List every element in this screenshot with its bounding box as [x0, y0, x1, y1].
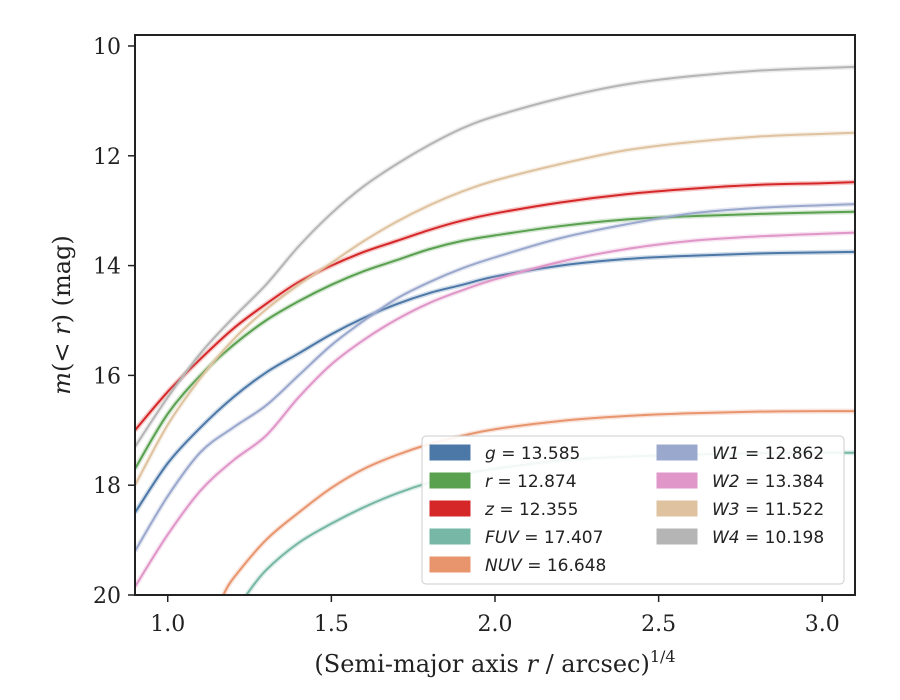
x-axis-label-main: (Semi-major axis [314, 650, 526, 678]
y-axis-label: m(< r) (mag) [48, 235, 76, 395]
legend-items: g = 13.585 r = 12.874 z = 12.355 FUV = 17.4… [429, 444, 824, 576]
x-tick-label: 1.5 [314, 612, 349, 637]
legend-swatch-r [429, 472, 471, 489]
series-line-z [135, 181, 855, 431]
legend-swatch-w2 [656, 472, 698, 489]
legend-swatch-w4 [656, 528, 698, 545]
y-tick-label: 20 [93, 584, 121, 609]
legend: g = 13.585 r = 12.874 z = 12.355 FUV = 17.4… [421, 435, 845, 585]
x-axis-label: (Semi-major axis r / arcsec)1/4 [314, 647, 675, 678]
series-line-r [135, 210, 855, 470]
x-tick-label: 3.0 [805, 612, 840, 637]
x-tick-label: 2.0 [478, 612, 513, 637]
legend-label-w3: W3 = 11.522 [712, 500, 824, 520]
x-axis-label-sup: 1/4 [650, 647, 676, 666]
y-axis-label-r: r [48, 322, 76, 335]
y-tick-label: 18 [93, 474, 121, 499]
legend-swatch-g [429, 444, 471, 461]
legend-label-w1: W1 = 12.862 [712, 444, 824, 464]
y-tick-label: 16 [93, 364, 121, 389]
x-tick-label: 2.5 [641, 612, 676, 637]
series-line-w3 [135, 131, 855, 486]
y-axis-label-rest: ) (mag) [48, 235, 76, 323]
legend-label-fuv: FUV = 17.407 [485, 528, 603, 548]
x-tick-label: 1.0 [150, 612, 185, 637]
legend-label-w2: W2 = 13.384 [712, 472, 824, 492]
series-line-g [135, 250, 855, 514]
y-tick-label: 10 [93, 35, 121, 60]
y-axis-label-paren: ( [48, 363, 76, 372]
legend-label-z: z = 12.355 [484, 500, 578, 520]
series-line-w4 [135, 65, 855, 448]
legend-swatch-z [429, 500, 471, 517]
series-line-w2 [135, 231, 855, 588]
series-line-w1 [135, 203, 855, 552]
legend-label-w4: W4 = 10.198 [712, 528, 824, 548]
legend-swatch-nuv [429, 556, 471, 573]
legend-box [421, 435, 845, 585]
y-axis: 10 12 14 16 18 20 [93, 35, 135, 609]
x-axis-label-var: r [526, 650, 539, 678]
legend-label-nuv: NUV = 16.648 [485, 556, 606, 576]
y-axis-label-lt: < [48, 335, 76, 363]
y-axis-label-m: m [48, 372, 76, 395]
y-tick-label: 14 [93, 255, 121, 280]
legend-swatch-w1 [656, 444, 698, 461]
legend-label-g: g = 13.585 [485, 444, 580, 464]
x-axis: 1.0 1.5 2.0 2.5 3.0 [150, 595, 840, 637]
y-tick-label: 12 [93, 145, 121, 170]
legend-swatch-fuv [429, 528, 471, 545]
legend-label-r: r = 12.874 [485, 472, 577, 492]
x-axis-label-tail: / arcsec) [538, 650, 650, 678]
legend-swatch-w3 [656, 500, 698, 517]
